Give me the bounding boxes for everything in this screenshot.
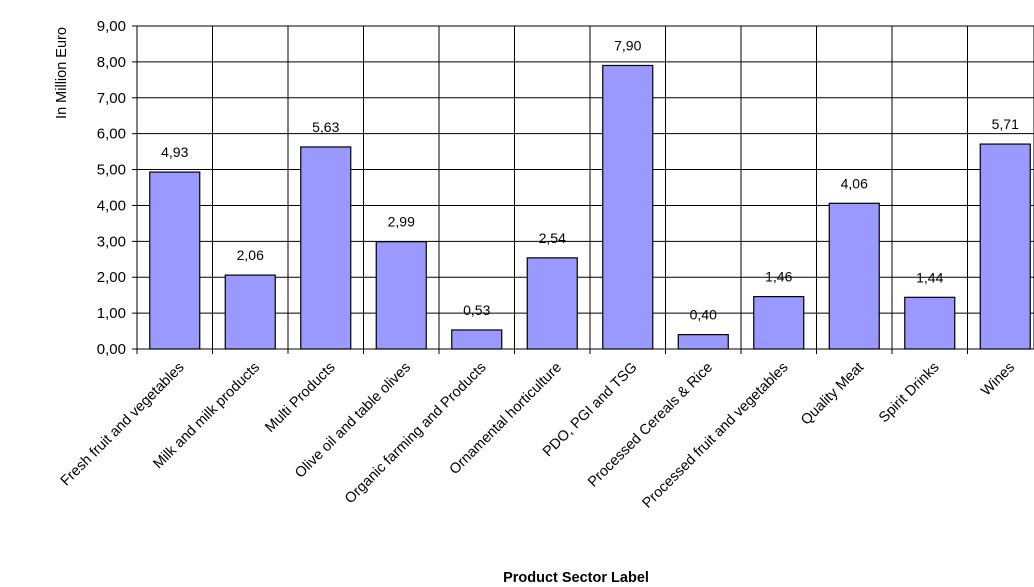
y-tick-label: 9,00 xyxy=(97,18,126,35)
y-tick-label: 7,00 xyxy=(97,90,126,107)
x-tick-label: Fresh fruit and vegetables xyxy=(58,360,188,490)
bar xyxy=(149,171,201,350)
data-label: 7,90 xyxy=(614,37,641,53)
y-tick-label: 4,00 xyxy=(97,197,126,214)
bar xyxy=(828,202,880,350)
x-tick-label: Processed Cereals & Rice xyxy=(585,360,716,491)
data-label: 4,93 xyxy=(161,144,188,160)
y-tick-label: 8,00 xyxy=(97,54,126,71)
data-label: 2,54 xyxy=(539,230,566,246)
y-tick-label: 6,00 xyxy=(97,126,126,143)
data-label: 0,53 xyxy=(463,302,490,318)
y-tick-label: 5,00 xyxy=(97,162,126,179)
bar xyxy=(224,274,276,350)
bar xyxy=(526,257,578,350)
bar xyxy=(904,296,956,350)
y-tick-label: 1,00 xyxy=(97,305,126,322)
x-tick-label: Wines xyxy=(978,360,1018,400)
x-tick-label: Quality Meat xyxy=(798,360,867,429)
y-tick-label: 0,00 xyxy=(97,341,126,358)
y-axis-ticks: 0,00 1,00 2,00 3,00 4,00 5,00 6,00 7,00 8,00 9,00 xyxy=(97,18,137,358)
y-axis-title: In Million Euro xyxy=(54,27,70,119)
data-label: 1,46 xyxy=(765,269,792,285)
bar xyxy=(451,329,503,350)
data-label: 2,99 xyxy=(388,214,415,230)
grid xyxy=(136,25,1034,350)
x-tick-label: Processed fruit and vegetables xyxy=(639,360,791,512)
y-tick-label: 3,00 xyxy=(97,233,126,250)
data-labels: 4,93 2,06 5,63 2,99 0,53 2,54 7,90 0,40 1,46 4,06… xyxy=(161,37,1019,322)
data-label: 1,44 xyxy=(916,269,943,285)
data-label: 4,06 xyxy=(841,175,868,191)
bar xyxy=(677,334,729,350)
x-axis-title: Product Sector Label xyxy=(503,570,649,586)
bar xyxy=(602,64,654,350)
data-label: 5,63 xyxy=(312,119,339,135)
x-tick-label: Organic farming and Products xyxy=(342,360,490,508)
x-tick-label: Multi Products xyxy=(262,360,338,436)
y-tick-label: 2,00 xyxy=(97,269,126,286)
data-label: 5,71 xyxy=(992,116,1019,132)
bar xyxy=(979,143,1031,350)
data-label: 2,06 xyxy=(237,247,264,263)
data-label: 0,40 xyxy=(690,307,717,323)
bar xyxy=(300,146,352,350)
bars xyxy=(149,64,1031,350)
bar xyxy=(375,241,427,350)
x-tick-label: Spirit Drinks xyxy=(876,360,943,427)
bar xyxy=(753,296,805,350)
